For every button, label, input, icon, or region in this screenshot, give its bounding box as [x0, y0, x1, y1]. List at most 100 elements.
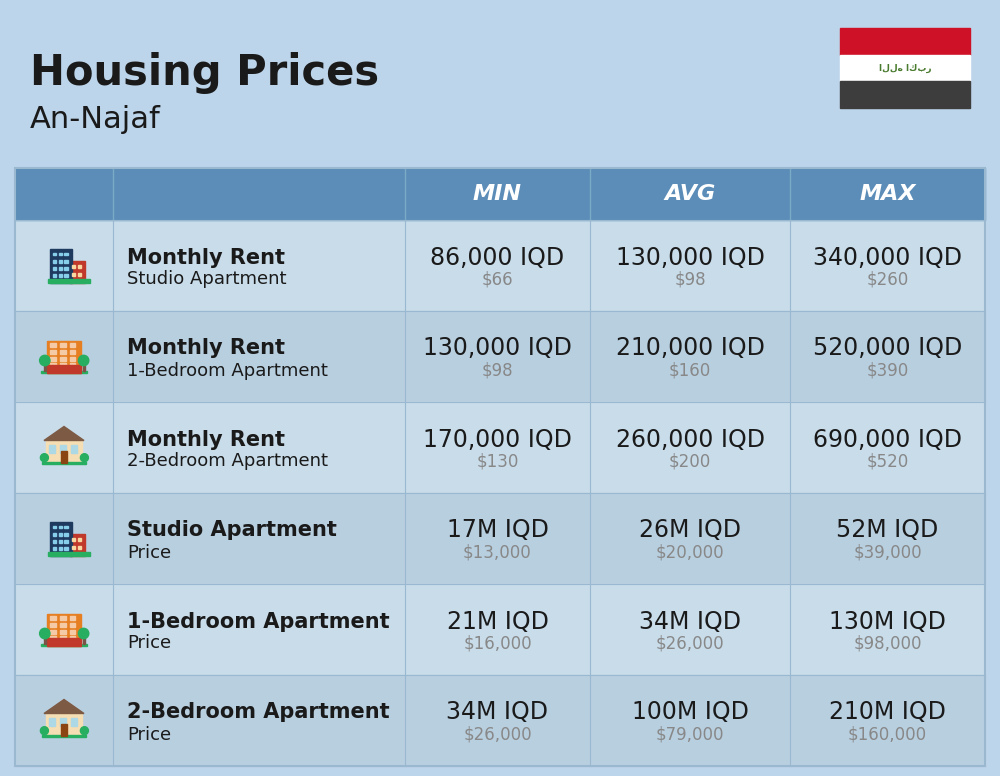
Bar — [78, 272, 81, 275]
Bar — [53, 267, 56, 270]
Bar — [50, 629, 56, 633]
Text: 2-Bedroom Apartment: 2-Bedroom Apartment — [127, 702, 390, 722]
Text: Studio Apartment: Studio Apartment — [127, 271, 287, 289]
Text: 17M IQD: 17M IQD — [447, 518, 548, 542]
Text: 52M IQD: 52M IQD — [836, 518, 939, 542]
Text: 34M IQD: 34M IQD — [639, 609, 741, 633]
Bar — [15, 168, 985, 766]
Bar — [15, 584, 985, 675]
Circle shape — [40, 629, 50, 639]
Bar — [50, 248, 72, 282]
Bar — [64, 260, 68, 262]
Text: $26,000: $26,000 — [463, 726, 532, 743]
Bar — [59, 274, 62, 277]
Text: $26,000: $26,000 — [656, 635, 724, 653]
Text: $16,000: $16,000 — [463, 635, 532, 653]
Bar — [70, 534, 85, 556]
Bar — [70, 261, 85, 282]
Bar — [70, 622, 75, 627]
Bar — [49, 445, 55, 452]
Text: 340,000 IQD: 340,000 IQD — [813, 245, 962, 269]
Text: 34M IQD: 34M IQD — [446, 701, 548, 725]
Bar — [840, 54, 970, 81]
Bar — [46, 713, 82, 736]
Bar — [50, 356, 56, 361]
Bar — [64, 540, 68, 542]
Bar — [42, 735, 86, 737]
Bar — [59, 525, 62, 528]
Text: An-Najaf: An-Najaf — [30, 105, 161, 134]
Bar — [64, 267, 68, 270]
Text: 86,000 IQD: 86,000 IQD — [430, 245, 565, 269]
Text: $66: $66 — [482, 271, 513, 289]
Bar — [47, 614, 81, 646]
Circle shape — [40, 454, 48, 462]
Text: $260: $260 — [866, 271, 909, 289]
Text: Price: Price — [127, 543, 171, 562]
Bar — [83, 636, 85, 644]
Bar — [70, 363, 75, 367]
Text: AVG: AVG — [664, 184, 716, 204]
Bar — [72, 265, 75, 268]
Bar — [60, 629, 66, 633]
Bar — [840, 28, 970, 54]
Circle shape — [80, 454, 88, 462]
Text: MIN: MIN — [473, 184, 522, 204]
Text: Monthly Rent: Monthly Rent — [127, 248, 285, 268]
Text: $200: $200 — [669, 452, 711, 470]
Bar — [50, 521, 72, 556]
Text: 130M IQD: 130M IQD — [829, 609, 946, 633]
Bar — [50, 636, 56, 640]
Bar — [41, 643, 87, 646]
Bar — [53, 252, 56, 255]
Bar — [83, 362, 85, 371]
Text: Price: Price — [127, 635, 171, 653]
Bar — [78, 538, 81, 541]
Bar — [59, 260, 62, 262]
Bar — [64, 252, 68, 255]
Text: 130,000 IQD: 130,000 IQD — [423, 337, 572, 361]
Bar — [60, 343, 66, 347]
Bar — [70, 616, 75, 620]
Bar — [53, 540, 56, 542]
Bar — [48, 279, 90, 282]
Bar — [15, 493, 985, 584]
Bar — [46, 441, 82, 462]
Bar — [60, 636, 66, 640]
Bar — [59, 540, 62, 542]
Bar — [72, 538, 75, 541]
Bar — [53, 547, 56, 550]
Bar — [47, 365, 81, 372]
Text: 690,000 IQD: 690,000 IQD — [813, 428, 962, 452]
Text: 520,000 IQD: 520,000 IQD — [813, 337, 962, 361]
Text: Monthly Rent: Monthly Rent — [127, 429, 285, 449]
Text: 100M IQD: 100M IQD — [632, 701, 748, 725]
Bar — [47, 638, 81, 646]
Text: MAX: MAX — [859, 184, 916, 204]
Text: 21M IQD: 21M IQD — [447, 609, 548, 633]
Bar — [78, 265, 81, 268]
Text: $98: $98 — [674, 271, 706, 289]
Bar — [60, 719, 66, 726]
Text: 2-Bedroom Apartment: 2-Bedroom Apartment — [127, 452, 328, 470]
Bar — [72, 546, 75, 549]
Text: 260,000 IQD: 260,000 IQD — [616, 428, 765, 452]
Text: $39,000: $39,000 — [853, 543, 922, 562]
Bar — [15, 311, 985, 402]
Text: $20,000: $20,000 — [656, 543, 724, 562]
Bar — [59, 532, 62, 535]
Bar — [50, 622, 56, 627]
Bar — [59, 252, 62, 255]
Text: الله اكبر: الله اكبر — [879, 64, 931, 73]
Bar — [71, 445, 77, 452]
Circle shape — [40, 726, 48, 735]
Bar — [42, 462, 86, 464]
Text: 26M IQD: 26M IQD — [639, 518, 741, 542]
Bar — [50, 343, 56, 347]
Bar — [44, 636, 46, 644]
Bar — [48, 552, 90, 556]
Bar — [70, 350, 75, 354]
Text: $390: $390 — [866, 362, 909, 379]
Text: $160: $160 — [669, 362, 711, 379]
Text: Price: Price — [127, 726, 171, 743]
